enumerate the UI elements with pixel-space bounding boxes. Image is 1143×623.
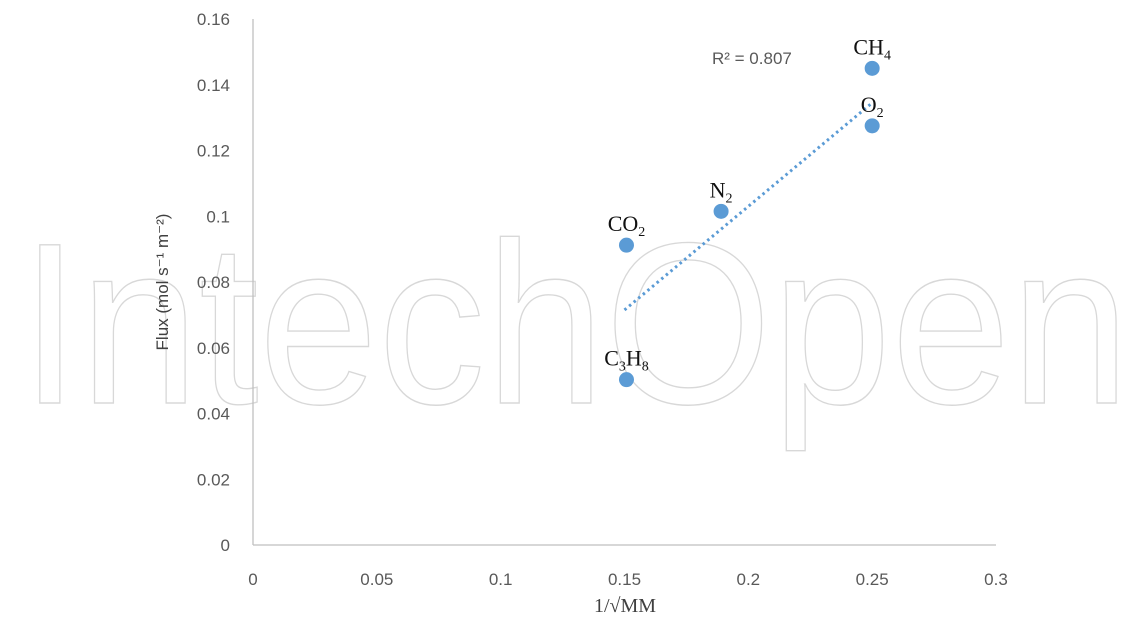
y-tick-label: 0.06 [197, 339, 230, 358]
y-tick-label: 0 [221, 536, 230, 555]
y-tick-label: 0.04 [197, 405, 230, 424]
data-point [618, 237, 634, 253]
point-label: CH4​ [853, 34, 891, 63]
data-point [864, 60, 880, 76]
point-label: CO2​ [608, 211, 646, 240]
data-point [618, 372, 634, 388]
x-tick-label: 0.3 [984, 570, 1008, 589]
data-point [864, 118, 880, 134]
r-squared-label: R² = 0.807 [712, 49, 792, 68]
x-tick-labels: 0 0.05 0.1 0.15 0.2 0.25 0.3 [248, 570, 1008, 589]
watermark-text: IntechOpen [20, 195, 1130, 452]
x-tick-label: 0.05 [360, 570, 393, 589]
plot-axes [252, 19, 996, 546]
y-axis-title: Flux (mol s⁻¹ m⁻²) [153, 214, 172, 351]
data-points [618, 60, 880, 388]
y-tick-labels: 0 0.02 0.04 0.06 0.08 0.1 0.12 0.14 0.16 [197, 10, 230, 555]
x-axis-title: 1/√MM [594, 595, 656, 617]
x-tick-label: 0.2 [737, 570, 761, 589]
point-label: O2​ [861, 92, 884, 121]
y-tick-label: 0.1 [206, 207, 230, 226]
y-tick-label: 0.02 [197, 470, 230, 489]
y-tick-label: 0.14 [197, 76, 230, 95]
x-tick-label: 0.25 [856, 570, 889, 589]
y-tick-label: 0.12 [197, 142, 230, 161]
point-labels: C3​H8​ CO2​ N2​ O2​ CH4​ [604, 34, 891, 374]
x-tick-label: 0.1 [489, 570, 513, 589]
x-tick-label: 0.15 [608, 570, 641, 589]
y-tick-label: 0.16 [197, 10, 230, 29]
point-label: N2​ [710, 177, 733, 206]
y-tick-label: 0.08 [197, 273, 230, 292]
data-point [713, 203, 729, 219]
x-tick-label: 0 [248, 570, 257, 589]
point-label: C3​H8​ [604, 346, 649, 375]
